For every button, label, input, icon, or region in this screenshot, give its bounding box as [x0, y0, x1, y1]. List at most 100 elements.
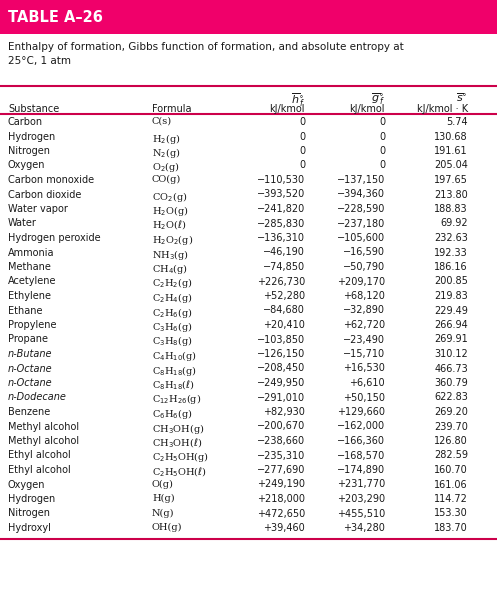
Text: C$_2$H$_5$OH($\ell$): C$_2$H$_5$OH($\ell$): [152, 465, 207, 478]
Text: −137,150: −137,150: [337, 175, 385, 185]
Text: Ethyl alcohol: Ethyl alcohol: [8, 451, 71, 461]
Text: +16,530: +16,530: [343, 363, 385, 373]
Text: Hydrogen peroxide: Hydrogen peroxide: [8, 233, 100, 243]
Text: Propylene: Propylene: [8, 320, 57, 330]
Text: −103,850: −103,850: [257, 335, 305, 344]
Text: 229.49: 229.49: [434, 306, 468, 315]
Text: 269.20: 269.20: [434, 407, 468, 417]
Text: O$_2$(g): O$_2$(g): [152, 161, 180, 175]
Text: kJ/kmol · K: kJ/kmol · K: [417, 104, 468, 114]
Text: +203,290: +203,290: [337, 494, 385, 504]
Text: C$_6$H$_6$(g): C$_6$H$_6$(g): [152, 407, 193, 421]
Text: O(g): O(g): [152, 480, 174, 489]
Text: Methane: Methane: [8, 262, 51, 272]
Text: −166,360: −166,360: [337, 436, 385, 446]
Text: −393,520: −393,520: [257, 189, 305, 199]
Text: −162,000: −162,000: [337, 421, 385, 432]
Text: Formula: Formula: [152, 104, 191, 114]
Text: 0: 0: [379, 132, 385, 141]
Text: 219.83: 219.83: [434, 291, 468, 301]
Text: C$_4$H$_{10}$(g): C$_4$H$_{10}$(g): [152, 349, 197, 363]
Text: −291,010: −291,010: [257, 392, 305, 402]
Text: 213.80: 213.80: [434, 189, 468, 199]
Text: 197.65: 197.65: [434, 175, 468, 185]
Text: −126,150: −126,150: [257, 349, 305, 359]
Text: n-Octane: n-Octane: [8, 378, 53, 388]
Text: CH$_3$OH(g): CH$_3$OH(g): [152, 421, 204, 435]
Text: −228,590: −228,590: [336, 204, 385, 214]
Text: H$_2$O($\ell$): H$_2$O($\ell$): [152, 218, 186, 232]
Text: −208,450: −208,450: [257, 363, 305, 373]
Text: 360.79: 360.79: [434, 378, 468, 388]
Text: 282.59: 282.59: [434, 451, 468, 461]
Text: CH$_4$(g): CH$_4$(g): [152, 262, 188, 276]
Text: −15,710: −15,710: [343, 349, 385, 359]
Text: Ethylene: Ethylene: [8, 291, 51, 301]
Text: −74,850: −74,850: [263, 262, 305, 272]
Text: n-Dodecane: n-Dodecane: [8, 392, 67, 402]
Text: 0: 0: [379, 161, 385, 170]
Text: H$_2$O(g): H$_2$O(g): [152, 204, 188, 218]
Text: 0: 0: [379, 117, 385, 127]
Text: Hydrogen: Hydrogen: [8, 132, 55, 141]
Text: −105,600: −105,600: [337, 233, 385, 243]
Text: OH(g): OH(g): [152, 523, 182, 532]
Text: Oxygen: Oxygen: [8, 480, 46, 490]
Text: Substance: Substance: [8, 104, 59, 114]
Text: C$_2$H$_2$(g): C$_2$H$_2$(g): [152, 277, 193, 290]
Text: 0: 0: [379, 146, 385, 156]
Text: −110,530: −110,530: [257, 175, 305, 185]
Text: −237,180: −237,180: [337, 218, 385, 229]
Bar: [0, 0, 497, 34]
Text: 130.68: 130.68: [434, 132, 468, 141]
Text: Acetylene: Acetylene: [8, 277, 57, 287]
Text: 161.06: 161.06: [434, 480, 468, 490]
Text: +62,720: +62,720: [343, 320, 385, 330]
Text: Ethyl alcohol: Ethyl alcohol: [8, 465, 71, 475]
Text: −394,360: −394,360: [337, 189, 385, 199]
Text: 310.12: 310.12: [434, 349, 468, 359]
Text: 160.70: 160.70: [434, 465, 468, 475]
Text: C$_8$H$_{18}$(g): C$_8$H$_{18}$(g): [152, 363, 197, 378]
Text: +249,190: +249,190: [257, 480, 305, 490]
Text: +231,770: +231,770: [337, 480, 385, 490]
Text: −174,890: −174,890: [337, 465, 385, 475]
Text: −16,590: −16,590: [343, 247, 385, 258]
Text: −84,680: −84,680: [263, 306, 305, 315]
Text: $\overline{s}^{\circ}$: $\overline{s}^{\circ}$: [456, 91, 468, 104]
Text: +20,410: +20,410: [263, 320, 305, 330]
Text: Propane: Propane: [8, 335, 48, 344]
Text: kJ/kmol: kJ/kmol: [349, 104, 385, 114]
Text: −200,670: −200,670: [257, 421, 305, 432]
Text: 188.83: 188.83: [434, 204, 468, 214]
Text: H$_2$O$_2$(g): H$_2$O$_2$(g): [152, 233, 193, 247]
Text: 466.73: 466.73: [434, 363, 468, 373]
Text: Ethane: Ethane: [8, 306, 43, 315]
Text: Oxygen: Oxygen: [8, 161, 46, 170]
Text: 232.63: 232.63: [434, 233, 468, 243]
Text: 0: 0: [299, 117, 305, 127]
Text: Water vapor: Water vapor: [8, 204, 68, 214]
Text: 269.91: 269.91: [434, 335, 468, 344]
Text: Water: Water: [8, 218, 37, 229]
Text: H(g): H(g): [152, 494, 174, 503]
Text: +218,000: +218,000: [257, 494, 305, 504]
Text: +82,930: +82,930: [263, 407, 305, 417]
Text: −168,570: −168,570: [337, 451, 385, 461]
Text: Nitrogen: Nitrogen: [8, 509, 50, 518]
Text: $\overline{h}_{\,f}^{\circ}$: $\overline{h}_{\,f}^{\circ}$: [291, 91, 305, 109]
Text: 266.94: 266.94: [434, 320, 468, 330]
Text: 239.70: 239.70: [434, 421, 468, 432]
Text: Hydrogen: Hydrogen: [8, 494, 55, 504]
Text: +129,660: +129,660: [337, 407, 385, 417]
Text: CH$_3$OH($\ell$): CH$_3$OH($\ell$): [152, 436, 202, 450]
Text: Methyl alcohol: Methyl alcohol: [8, 421, 79, 432]
Text: CO(g): CO(g): [152, 175, 181, 184]
Text: 0: 0: [299, 146, 305, 156]
Text: +39,460: +39,460: [263, 523, 305, 533]
Text: Carbon: Carbon: [8, 117, 43, 127]
Text: −235,310: −235,310: [257, 451, 305, 461]
Text: C$_3$H$_6$(g): C$_3$H$_6$(g): [152, 320, 193, 334]
Text: Carbon monoxide: Carbon monoxide: [8, 175, 94, 185]
Text: 126.80: 126.80: [434, 436, 468, 446]
